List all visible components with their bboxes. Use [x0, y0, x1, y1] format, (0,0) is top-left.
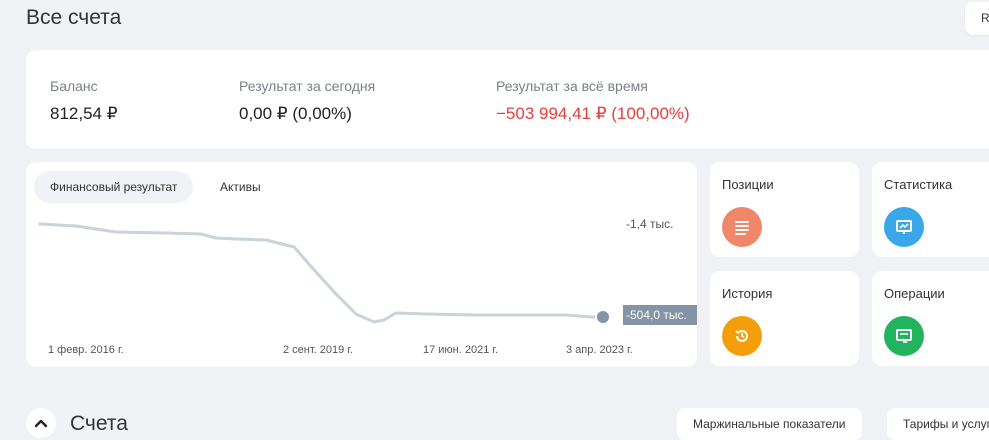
chart-end-label: -504,0 тыс. [626, 308, 687, 322]
today-result-label: Результат за сегодня [239, 78, 376, 94]
all-time-result-value: −503 994,41 ₽ (100,00%) [496, 104, 690, 123]
chart-screen-icon [884, 207, 924, 247]
chart-end-marker[interactable] [595, 309, 611, 325]
nav-card-operations[interactable]: Операции [872, 271, 989, 366]
list-icon [722, 207, 762, 247]
margin-indicators-button[interactable]: Маржинальные показатели [677, 408, 862, 440]
x-tick-label: 2 сент. 2019 г. [283, 344, 353, 356]
tab-financial-result[interactable]: Финансовый результат [34, 171, 194, 203]
balance-label: Баланс [50, 78, 98, 94]
chart-top-label: -1,4 тыс. [626, 217, 673, 231]
collapse-accounts-button[interactable] [26, 408, 56, 438]
all-time-result-label: Результат за всё время [496, 78, 648, 94]
chart-series-line [38, 222, 605, 324]
operations-icon [884, 316, 924, 356]
summary-card: Баланс 812,54 ₽ Результат за сегодня 0,0… [26, 50, 989, 149]
balance-stat: Баланс 812,54 ₽ [50, 78, 118, 124]
tab-assets[interactable]: Активы [220, 180, 261, 194]
page-title: Все счета [26, 6, 122, 29]
x-tick-label: 17 июн. 2021 г. [423, 344, 498, 356]
top-right-button[interactable]: R [965, 2, 989, 35]
result-chart[interactable]: -504,0 тыс. -1,4 тыс. 1 февр. 2016 г. 2 … [26, 162, 697, 367]
chart-card: Финансовый результат Активы -504,0 тыс. … [26, 162, 697, 367]
chart-end-label-bg [623, 305, 697, 325]
nav-card-history[interactable]: История [710, 271, 859, 366]
history-icon [722, 316, 762, 356]
x-tick-label: 1 февр. 2016 г. [48, 344, 124, 356]
nav-label-positions: Позиции [722, 177, 774, 192]
tariffs-button[interactable]: Тарифы и услуги [887, 408, 989, 440]
accounts-section-title: Счета [70, 412, 128, 435]
nav-label-statistics: Статистика [884, 177, 953, 192]
nav-card-statistics[interactable]: Статистика [872, 162, 989, 257]
all-time-result-stat: Результат за всё время −503 994,41 ₽ (10… [496, 78, 690, 124]
nav-label-history: История [722, 286, 773, 301]
today-result-value: 0,00 ₽ (0,00%) [239, 104, 352, 123]
balance-value: 812,54 ₽ [50, 104, 118, 123]
chevron-up-icon [34, 419, 48, 428]
x-tick-label: 3 апр. 2023 г. [566, 344, 633, 356]
today-result-stat: Результат за сегодня 0,00 ₽ (0,00%) [239, 78, 375, 124]
nav-label-operations: Операции [884, 286, 945, 301]
nav-card-positions[interactable]: Позиции [710, 162, 859, 257]
